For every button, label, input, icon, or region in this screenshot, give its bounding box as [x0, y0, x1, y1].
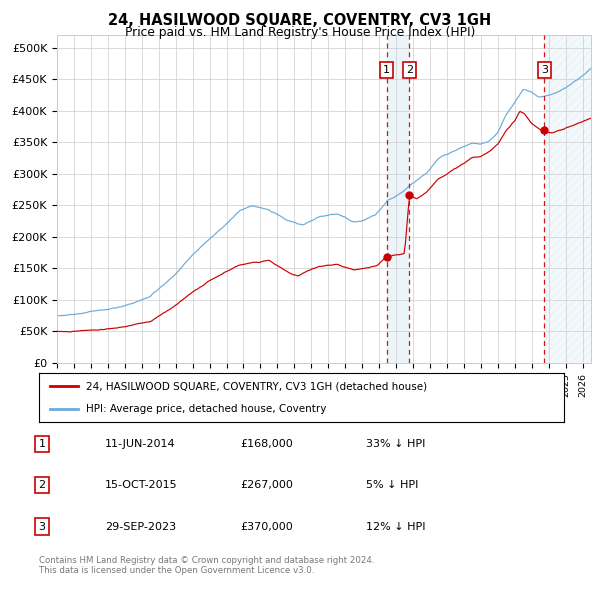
Text: 1: 1 — [383, 65, 390, 75]
Text: £168,000: £168,000 — [240, 439, 293, 449]
Bar — [386, 35, 409, 363]
Text: 5% ↓ HPI: 5% ↓ HPI — [366, 480, 418, 490]
Text: 24, HASILWOOD SQUARE, COVENTRY, CV3 1GH: 24, HASILWOOD SQUARE, COVENTRY, CV3 1GH — [109, 13, 491, 28]
Bar — [544, 35, 591, 363]
Text: 29-SEP-2023: 29-SEP-2023 — [105, 522, 176, 532]
Text: Contains HM Land Registry data © Crown copyright and database right 2024.
This d: Contains HM Land Registry data © Crown c… — [39, 556, 374, 575]
Text: 3: 3 — [541, 65, 548, 75]
Text: 2: 2 — [38, 480, 46, 490]
Text: Price paid vs. HM Land Registry's House Price Index (HPI): Price paid vs. HM Land Registry's House … — [125, 26, 475, 39]
Text: 33% ↓ HPI: 33% ↓ HPI — [366, 439, 425, 449]
Text: £370,000: £370,000 — [240, 522, 293, 532]
Text: 12% ↓ HPI: 12% ↓ HPI — [366, 522, 425, 532]
Text: 11-JUN-2014: 11-JUN-2014 — [105, 439, 176, 449]
Text: 1: 1 — [38, 439, 46, 449]
Text: HPI: Average price, detached house, Coventry: HPI: Average price, detached house, Cove… — [86, 404, 326, 414]
Text: 3: 3 — [38, 522, 46, 532]
Text: 15-OCT-2015: 15-OCT-2015 — [105, 480, 178, 490]
Text: 2: 2 — [406, 65, 413, 75]
Text: 24, HASILWOOD SQUARE, COVENTRY, CV3 1GH (detached house): 24, HASILWOOD SQUARE, COVENTRY, CV3 1GH … — [86, 381, 427, 391]
Text: £267,000: £267,000 — [240, 480, 293, 490]
